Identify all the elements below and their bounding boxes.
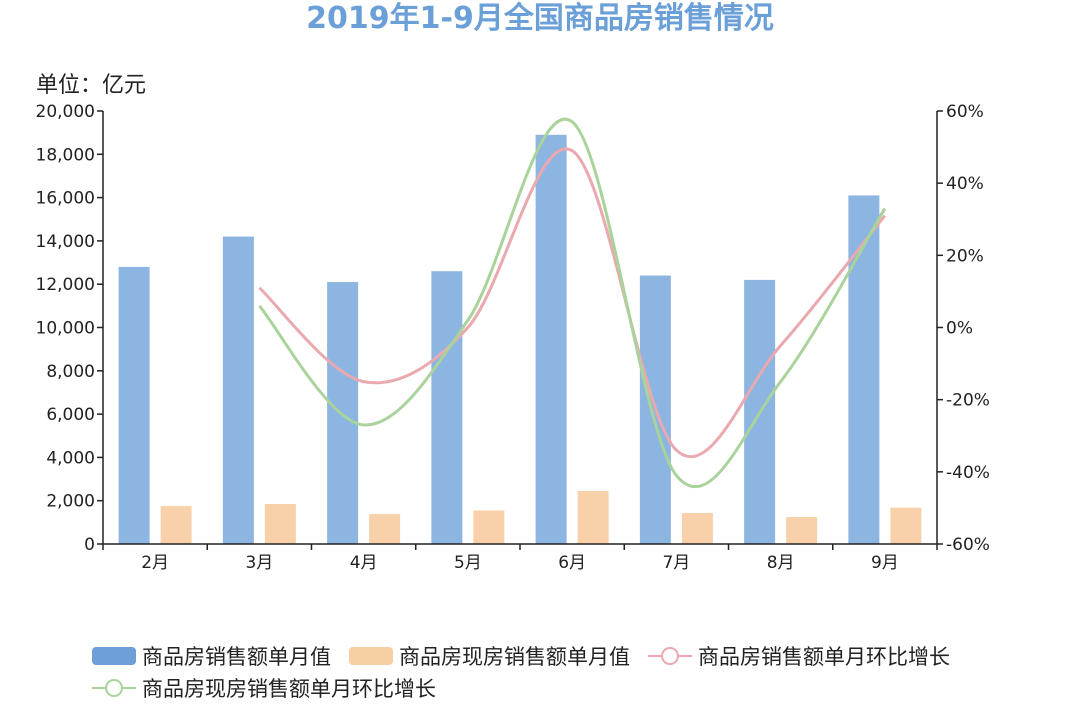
- bar-existing-sales: [577, 490, 609, 544]
- line-existing-growth: [258, 117, 887, 489]
- legend-item-sales[interactable]: 商品房销售额单月值: [92, 641, 331, 671]
- plot-area: 0 2,000 4,000 6,000 8,000 10,000 12,000 14,000 1…: [36, 102, 990, 573]
- right-tick-label: 20%: [946, 246, 984, 266]
- bar-sales: [118, 266, 150, 544]
- left-tick-label: 16,000: [36, 189, 95, 209]
- legend-swatch-existing-sales: [349, 647, 393, 665]
- x-tick-label: 3月: [245, 553, 273, 573]
- legend-label-sales: 商品房销售额单月值: [142, 645, 331, 669]
- legend-item-existing-growth[interactable]: 商品房现房销售额单月环比增长: [92, 673, 436, 703]
- bar-existing-sales: [160, 506, 192, 544]
- x-tick-label: 2月: [141, 553, 169, 573]
- bar-sales: [431, 271, 463, 544]
- left-tick-label: 4,000: [46, 448, 95, 468]
- bar-existing-sales: [786, 516, 818, 544]
- x-tick-label: 6月: [558, 553, 586, 573]
- x-tick-label: 7月: [662, 553, 690, 573]
- left-tick-label: 14,000: [36, 232, 95, 252]
- right-tick-label: -20%: [946, 391, 990, 411]
- right-tick-label: 60%: [946, 102, 984, 122]
- left-tick-label: 20,000: [36, 102, 95, 122]
- chart-canvas: 2019年1-9月全国商品房销售情况 单位：亿元 0 2,000 4,000 6,00…: [36, 1, 990, 573]
- bar-existing-sales: [264, 503, 296, 544]
- right-tick-label: 0%: [946, 319, 973, 339]
- legend-label-existing-sales: 商品房现房销售额单月值: [399, 645, 630, 669]
- unit-label: 单位：亿元: [36, 73, 146, 98]
- left-tick-label: 2,000: [46, 492, 95, 512]
- right-tick-label: -60%: [946, 535, 990, 555]
- x-tick-label: 5月: [454, 553, 482, 573]
- left-tick-label: 12,000: [36, 275, 95, 295]
- legend-label-existing-growth: 商品房现房销售额单月环比增长: [142, 677, 436, 701]
- left-tick-label: 8,000: [46, 362, 95, 382]
- legend-marker-sales-growth: [648, 647, 692, 665]
- right-tick-label: -40%: [946, 463, 990, 483]
- bar-sales: [535, 134, 567, 544]
- line-sales-growth: [258, 147, 887, 459]
- chart-title: 2019年1-9月全国商品房销售情况: [306, 1, 774, 36]
- chart-legend: 商品房销售额单月值 商品房现房销售额单月值 商品房销售额单月环比增长 商品房现房…: [92, 640, 1052, 704]
- left-tick-label: 6,000: [46, 405, 95, 425]
- bar-existing-sales: [890, 507, 922, 544]
- legend-marker-existing-growth: [92, 679, 136, 697]
- bar-existing-sales: [473, 510, 505, 544]
- left-tick-label: 0: [84, 535, 95, 555]
- left-tick-label: 18,000: [36, 145, 95, 165]
- right-tick-label: 40%: [946, 174, 984, 194]
- bar-sales: [222, 236, 254, 544]
- legend-label-sales-growth: 商品房销售额单月环比增长: [698, 645, 950, 669]
- bar-existing-sales: [369, 514, 401, 544]
- x-tick-label: 9月: [871, 553, 899, 573]
- bar-existing-sales: [681, 513, 713, 544]
- x-tick-label: 8月: [767, 553, 795, 573]
- legend-item-existing-sales[interactable]: 商品房现房销售额单月值: [349, 641, 630, 671]
- legend-item-sales-growth[interactable]: 商品房销售额单月环比增长: [648, 641, 950, 671]
- legend-swatch-sales: [92, 647, 136, 665]
- x-tick-label: 4月: [350, 553, 378, 573]
- left-tick-label: 10,000: [36, 319, 95, 339]
